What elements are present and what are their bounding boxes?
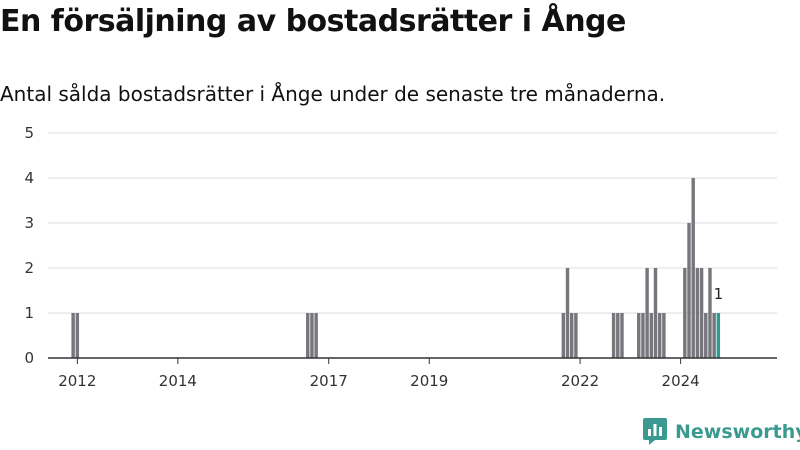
bar [704,313,708,358]
bar [574,313,578,358]
newsworthy-branding: Newsworthy [643,418,800,445]
bar [616,313,620,358]
bar [657,313,662,358]
x-tick-label: 2024 [662,372,700,390]
bar [683,268,687,358]
y-tick-label: 5 [24,124,34,142]
bar [662,313,666,358]
y-tick-label: 0 [24,349,34,367]
data-label: 1 [714,285,724,303]
bar [569,313,574,358]
x-tick-label: 2014 [159,372,197,390]
bar [649,313,654,358]
bar [611,313,616,358]
bar [699,268,704,358]
bar [561,313,566,358]
x-tick-label: 2012 [58,372,96,390]
bar [75,313,80,358]
chart-title: En försäljning av bostadsrätter i Ånge [0,4,626,39]
bar [641,313,645,358]
bar [314,313,318,358]
bar [695,268,700,358]
bar-latest [716,313,721,358]
y-tick-label: 2 [24,259,34,277]
bar [637,313,641,358]
y-tick-label: 4 [24,169,34,187]
bar [691,178,695,358]
y-axis-ticks: 0 1 2 3 4 5 [24,124,34,367]
y-tick-label: 1 [24,304,34,322]
newsworthy-logo-icon [643,418,667,445]
bar [645,268,649,358]
chart-subtitle: Antal sålda bostadsrätter i Ånge under d… [0,82,666,106]
x-axis-ticks: 2012 2014 2017 2019 2022 2024 [58,358,700,390]
bars [71,178,721,358]
bar [687,223,691,358]
x-tick-label: 2022 [561,372,599,390]
y-tick-label: 3 [24,214,34,232]
bar [71,313,75,358]
bar [565,268,570,358]
bar [653,268,658,358]
bar [712,313,716,358]
x-tick-label: 2017 [310,372,348,390]
bar [310,313,314,358]
x-tick-label: 2019 [410,372,448,390]
bar [306,313,310,358]
bar [708,268,712,358]
brand-name: Newsworthy [675,420,800,443]
bar [620,313,624,358]
data-labels: 1 [714,285,724,303]
gridlines [48,132,777,314]
